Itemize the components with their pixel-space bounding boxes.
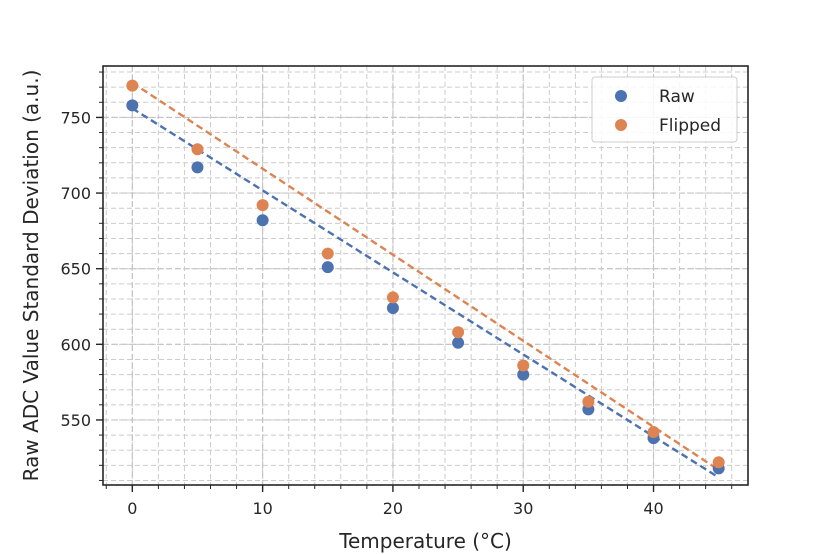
raw-point <box>256 214 269 227</box>
y-tick-label: 700 <box>60 184 91 203</box>
flipped-point <box>712 456 725 469</box>
legend-box <box>591 76 738 143</box>
x-axis-label: Temperature (°C) <box>338 529 512 553</box>
raw-point <box>191 161 204 174</box>
y-tick-label: 650 <box>60 260 91 279</box>
fit-lines <box>131 81 720 479</box>
raw-point <box>452 336 465 349</box>
grid <box>103 66 748 485</box>
data-points <box>126 79 725 475</box>
flipped-point <box>452 326 465 339</box>
raw-fit-line <box>131 107 720 479</box>
flipped-point <box>517 359 530 372</box>
legend-marker-flipped <box>615 119 627 131</box>
y-tick-label: 550 <box>60 411 91 430</box>
y-tick-label: 600 <box>60 335 91 354</box>
y-tick-label: 750 <box>60 108 91 127</box>
plot-frame <box>102 65 749 486</box>
legend: Raw Flipped <box>591 76 738 143</box>
x-tick-label: 40 <box>643 499 663 518</box>
flipped-point <box>126 79 139 92</box>
legend-marker-raw <box>615 90 627 102</box>
flipped-point <box>647 426 660 439</box>
axis-ticks: 0 10 20 30 40 550 600 650 700 750 <box>60 71 733 518</box>
x-tick-label: 30 <box>513 499 533 518</box>
x-tick-label: 20 <box>383 499 403 518</box>
legend-label-flipped: Flipped <box>659 116 721 136</box>
x-tick-label: 0 <box>127 499 137 518</box>
raw-point <box>386 302 399 315</box>
flipped-point <box>386 291 399 304</box>
raw-point <box>126 99 139 112</box>
raw-point <box>517 368 530 381</box>
raw-point <box>321 261 334 274</box>
legend-label-raw: Raw <box>659 87 695 107</box>
flipped-point <box>191 143 204 156</box>
flipped-point <box>321 247 334 260</box>
flipped-point <box>582 395 595 408</box>
x-tick-label: 10 <box>252 499 272 518</box>
flipped-fit-line <box>131 81 720 471</box>
flipped-point <box>256 199 269 212</box>
y-axis-label: Raw ADC Value Standard Deviation (a.u.) <box>19 70 43 482</box>
